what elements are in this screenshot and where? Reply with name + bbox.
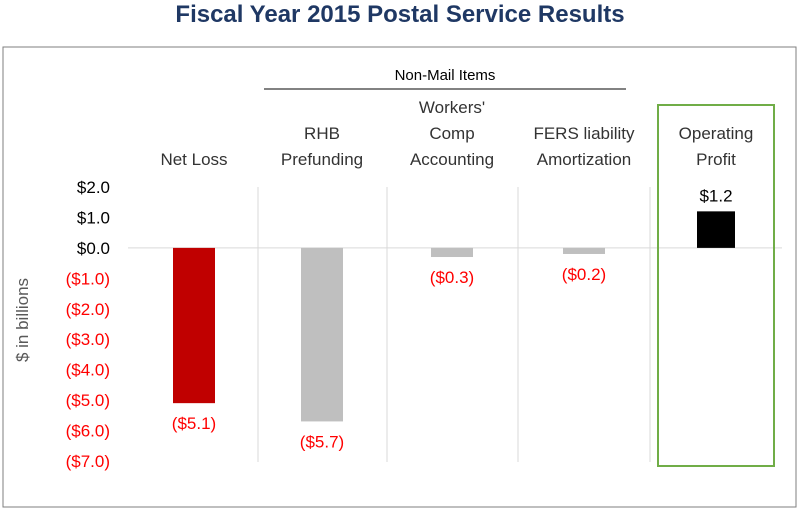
y-tick-label: ($6.0) bbox=[66, 422, 110, 441]
category-label: Workers' bbox=[419, 98, 485, 117]
data-label: ($0.3) bbox=[430, 268, 474, 287]
category-label: RHB bbox=[304, 124, 340, 143]
category-label: Net Loss bbox=[160, 150, 227, 169]
bar bbox=[431, 247, 473, 258]
bar bbox=[301, 247, 343, 422]
data-label: ($5.1) bbox=[172, 414, 216, 433]
bar bbox=[697, 211, 735, 248]
bar bbox=[173, 247, 215, 404]
y-axis-label: $ in billions bbox=[13, 278, 32, 362]
category-label: FERS liability bbox=[533, 124, 635, 143]
y-tick-label: ($3.0) bbox=[66, 330, 110, 349]
data-label: $1.2 bbox=[699, 186, 732, 205]
category-label: Profit bbox=[696, 150, 736, 169]
chart-title: Fiscal Year 2015 Postal Service Results bbox=[175, 1, 624, 28]
y-tick-label: ($5.0) bbox=[66, 391, 110, 410]
y-tick-label: $0.0 bbox=[77, 239, 110, 258]
y-tick-label: ($2.0) bbox=[66, 300, 110, 319]
data-label: ($5.7) bbox=[300, 432, 344, 451]
highlight-box bbox=[657, 104, 775, 467]
category-label: Prefunding bbox=[281, 150, 363, 169]
y-tick-label: $2.0 bbox=[77, 178, 110, 197]
y-tick-label: ($7.0) bbox=[66, 452, 110, 471]
y-tick-label: ($4.0) bbox=[66, 361, 110, 380]
category-label: Comp bbox=[429, 124, 474, 143]
group-label: Non-Mail Items bbox=[395, 67, 496, 84]
category-label: Operating bbox=[679, 124, 754, 143]
category-label: Amortization bbox=[537, 150, 631, 169]
y-tick-label: $1.0 bbox=[77, 208, 110, 227]
category-label: Accounting bbox=[410, 150, 494, 169]
bar bbox=[563, 247, 605, 254]
y-tick-label: ($1.0) bbox=[66, 269, 110, 288]
plot-frame bbox=[2, 46, 797, 508]
data-label: ($0.2) bbox=[562, 265, 606, 284]
